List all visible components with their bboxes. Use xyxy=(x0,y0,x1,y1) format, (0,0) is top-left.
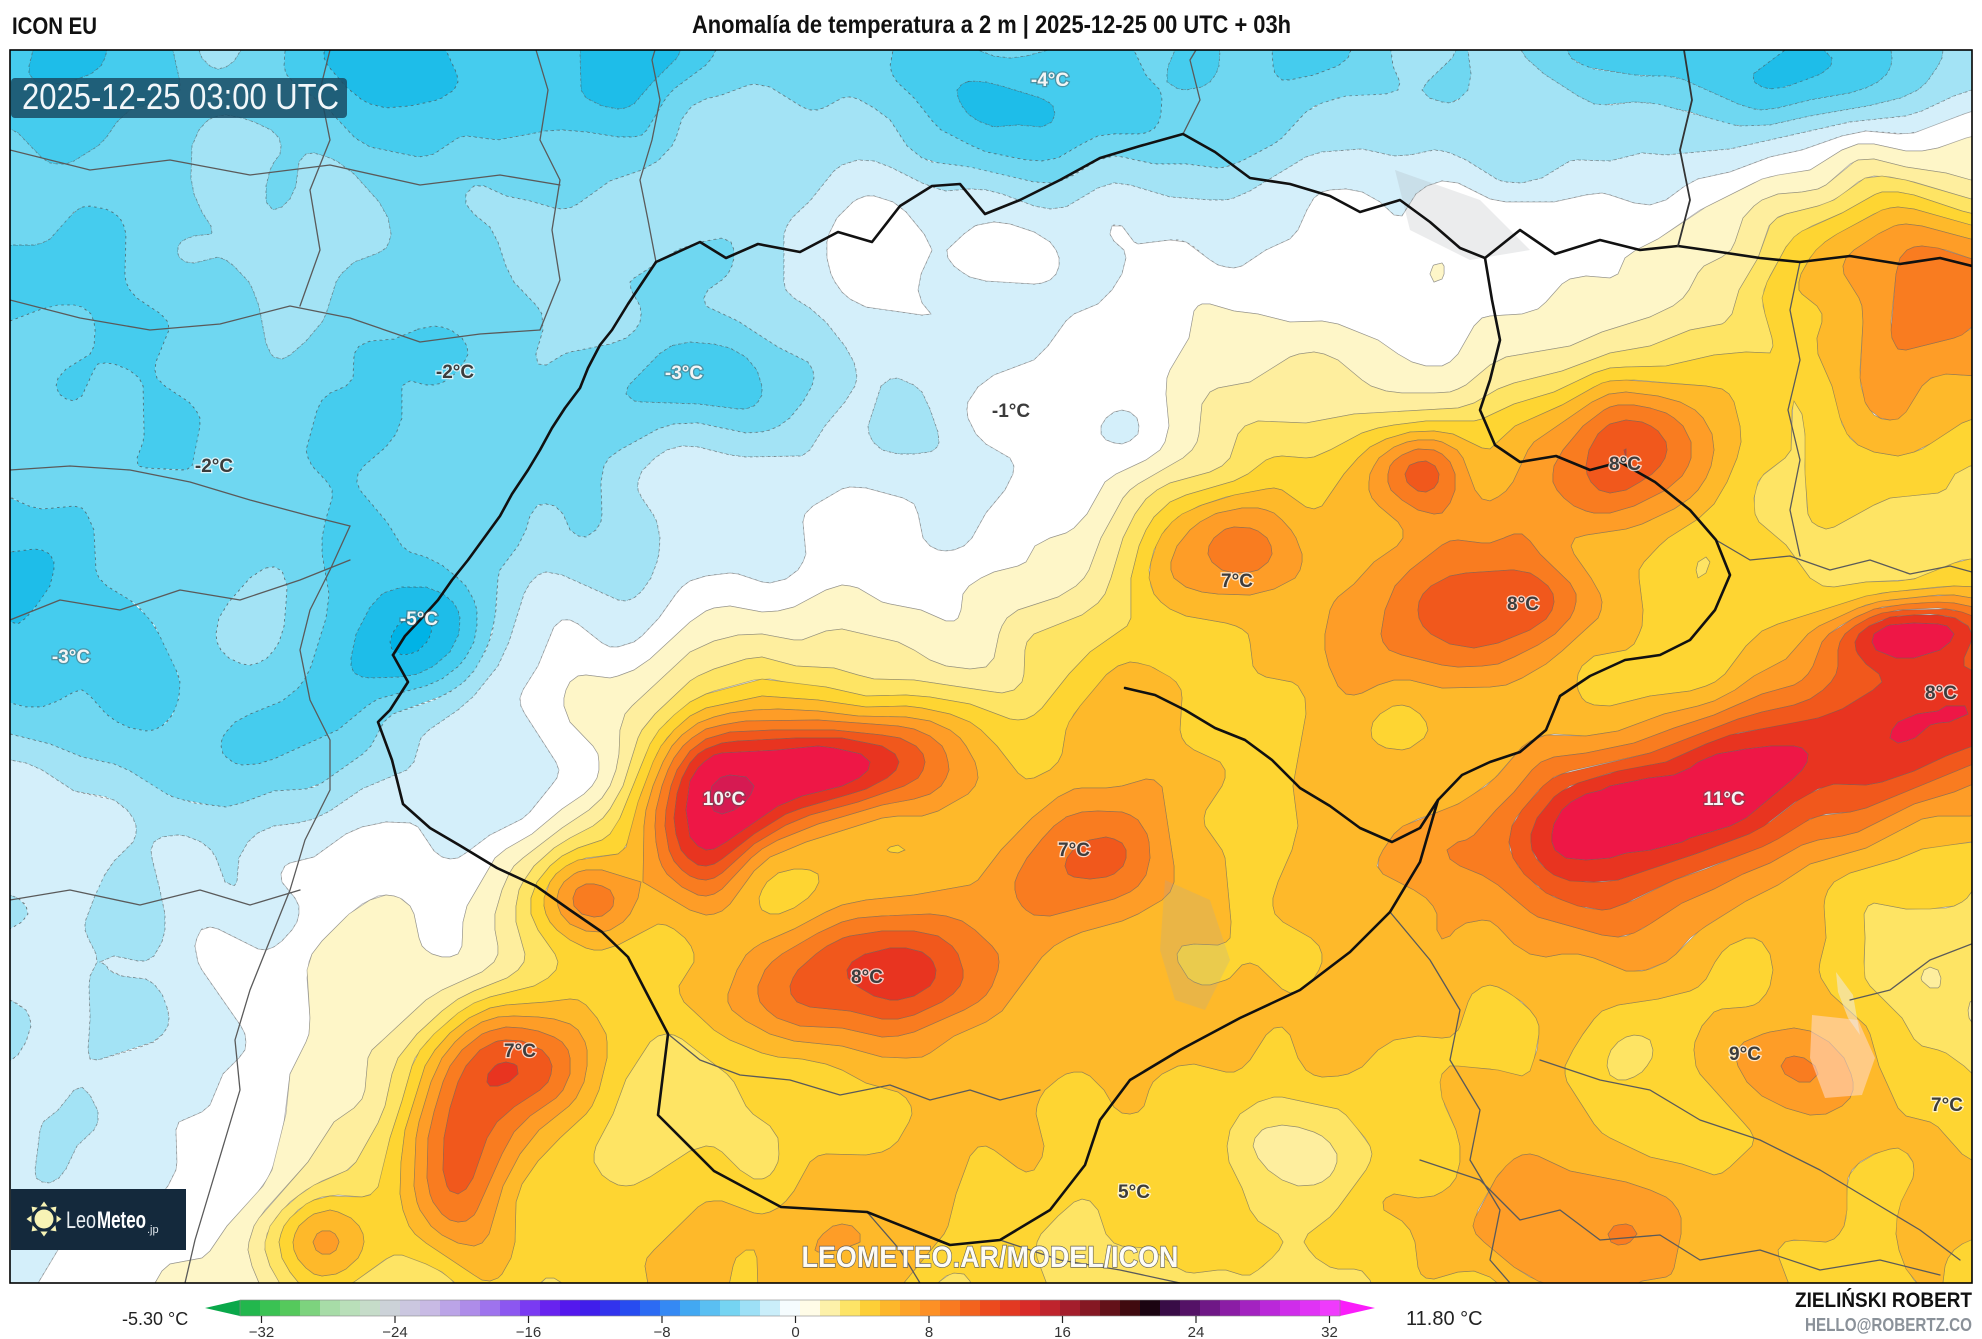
svg-text:-3°C: -3°C xyxy=(52,647,90,668)
svg-text:5°C: 5°C xyxy=(1118,1182,1150,1203)
svg-text:−32: −32 xyxy=(249,1324,274,1339)
svg-text:10°C: 10°C xyxy=(703,789,746,810)
svg-text:11.80 °C: 11.80 °C xyxy=(1406,1308,1483,1330)
svg-text:.jp: .jp xyxy=(147,1224,159,1236)
svg-text:−16: −16 xyxy=(516,1324,541,1339)
svg-text:24: 24 xyxy=(1188,1324,1205,1339)
svg-text:-5°C: -5°C xyxy=(400,609,438,630)
svg-text:8°C: 8°C xyxy=(1925,683,1957,704)
svg-text:7°C: 7°C xyxy=(1058,840,1090,861)
svg-text:2025-12-25 03:00 UTC: 2025-12-25 03:00 UTC xyxy=(22,76,339,117)
svg-text:-1°C: -1°C xyxy=(992,401,1030,422)
svg-text:32: 32 xyxy=(1321,1324,1338,1339)
svg-text:Meteo: Meteo xyxy=(97,1207,146,1234)
svg-text:ICON EU: ICON EU xyxy=(12,13,97,40)
svg-text:−8: −8 xyxy=(653,1324,670,1339)
svg-text:8°C: 8°C xyxy=(1609,454,1641,475)
svg-text:8°C: 8°C xyxy=(1507,594,1539,615)
svg-text:HELLO@ROBERTZ.CO: HELLO@ROBERTZ.CO xyxy=(1805,1315,1972,1335)
svg-text:7°C: 7°C xyxy=(1221,571,1253,592)
svg-text:−24: −24 xyxy=(382,1324,407,1339)
svg-text:-3°C: -3°C xyxy=(665,363,703,384)
svg-text:-2°C: -2°C xyxy=(195,456,233,477)
svg-text:-2°C: -2°C xyxy=(436,362,474,383)
svg-text:9°C: 9°C xyxy=(1729,1044,1761,1065)
svg-text:7°C: 7°C xyxy=(504,1041,536,1062)
svg-text:Leo: Leo xyxy=(66,1207,96,1234)
svg-text:-4°C: -4°C xyxy=(1031,70,1069,91)
svg-text:-5.30 °C: -5.30 °C xyxy=(122,1309,188,1329)
svg-text:16: 16 xyxy=(1054,1324,1071,1339)
svg-text:8°C: 8°C xyxy=(851,967,883,988)
svg-text:0: 0 xyxy=(791,1324,799,1339)
svg-text:7°C: 7°C xyxy=(1931,1095,1963,1116)
svg-text:Anomalía de temperatura a 2 m: Anomalía de temperatura a 2 m | 2025-12-… xyxy=(692,11,1291,39)
svg-text:LEOMETEO.AR/MODEL/ICON: LEOMETEO.AR/MODEL/ICON xyxy=(802,1241,1179,1274)
svg-text:11°C: 11°C xyxy=(1703,789,1745,810)
svg-text:ZIELIŃSKI ROBERT: ZIELIŃSKI ROBERT xyxy=(1795,1289,1972,1312)
svg-text:8: 8 xyxy=(925,1324,933,1339)
